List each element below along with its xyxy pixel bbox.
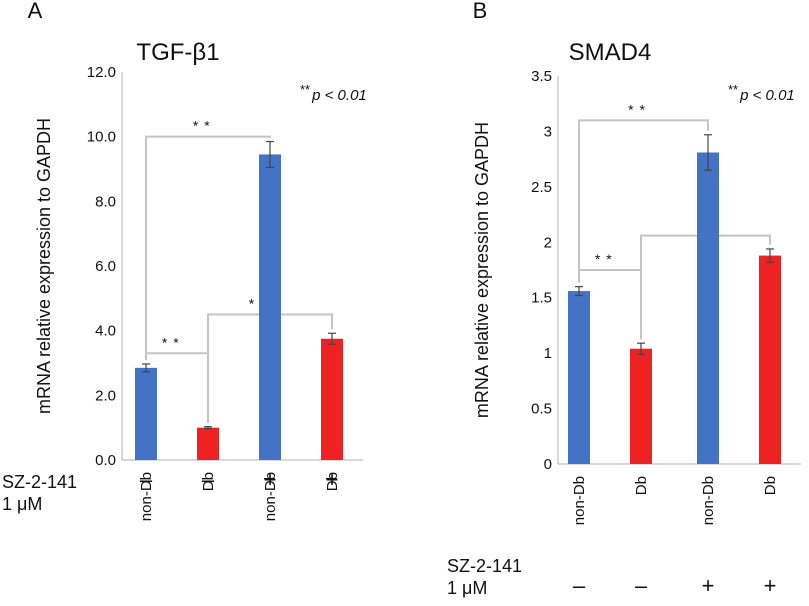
x-tick-label: non-Db [571, 476, 588, 525]
bar [697, 152, 719, 464]
treatment-sign: – [202, 467, 215, 492]
y-axis-label: mRNA relative expression to GAPDH [472, 122, 492, 418]
treatment-sign: – [140, 467, 153, 492]
treatment-sign: + [264, 467, 277, 492]
y-tick-label: 0.5 [531, 401, 552, 418]
y-tick-label: 2 [544, 234, 552, 251]
significance-label: * * [628, 101, 646, 117]
treatment-label: SZ-2-141 [2, 472, 77, 492]
y-tick-label: 0 [544, 456, 552, 473]
y-tick-label: 8.0 [95, 193, 116, 210]
y-tick-label: 6.0 [95, 258, 116, 275]
treatment-sign: + [326, 467, 339, 492]
panel-b: B SMAD4 mRNA relative expression to GAPDH 0… [447, 0, 801, 598]
x-tick-label: non-Db [700, 476, 717, 525]
significance-note: ** p < 0.01 [300, 82, 367, 104]
x-tick-label: Db [633, 476, 650, 495]
y-tick-label: 1 [544, 345, 552, 362]
bar [259, 154, 281, 460]
bar [568, 291, 590, 464]
significance-label: * * [595, 251, 613, 267]
panel-a: A TGF-β1 mRNA relative expression to GAPDH… [2, 0, 367, 521]
significance-bracket [578, 119, 709, 283]
treatment-sign: – [635, 573, 648, 598]
significance-note-stars: ** [300, 82, 310, 97]
x-tick-label: non-Db [138, 472, 155, 521]
bar [630, 348, 652, 464]
treatment-sign: + [764, 573, 777, 598]
significance-note-stars: ** [728, 82, 738, 97]
x-tick-label: Db [762, 476, 779, 495]
treatment-label: SZ-2-141 [447, 556, 522, 576]
significance-note: ** p < 0.01 [728, 82, 795, 104]
chart-title: SMAD4 [569, 39, 652, 66]
y-tick-label: 3.5 [531, 68, 552, 85]
panel-label: A [28, 0, 43, 23]
bar [197, 427, 219, 460]
treatment-dose: 1 μM [2, 494, 42, 514]
panel-label: B [473, 0, 488, 23]
y-tick-label: 1.5 [531, 290, 552, 307]
treatment-sign: – [573, 573, 586, 598]
x-tick-label: Db [324, 472, 341, 491]
x-tick-label: non-Db [262, 472, 279, 521]
significance-note-text: p < 0.01 [311, 87, 367, 104]
bar [759, 255, 781, 464]
y-axis-label: mRNA relative expression to GAPDH [34, 118, 54, 414]
significance-note-text: p < 0.01 [739, 87, 795, 104]
bar [321, 338, 343, 460]
significance-label: * * [162, 334, 180, 350]
chart-title: TGF-β1 [136, 39, 219, 66]
y-tick-label: 4.0 [95, 323, 116, 340]
y-tick-label: 2.5 [531, 179, 552, 196]
treatment-dose: 1 μM [447, 578, 487, 598]
y-tick-label: 2.0 [95, 387, 116, 404]
y-tick-label: 10.0 [87, 129, 116, 146]
x-tick-label: Db [200, 472, 217, 491]
y-tick-label: 0.0 [95, 452, 116, 469]
bar [135, 367, 157, 460]
significance-label: * * [193, 118, 211, 134]
y-tick-label: 3 [544, 123, 552, 140]
y-tick-label: 12.0 [87, 64, 116, 81]
treatment-sign: + [702, 573, 715, 598]
significance-bracket [145, 135, 271, 360]
